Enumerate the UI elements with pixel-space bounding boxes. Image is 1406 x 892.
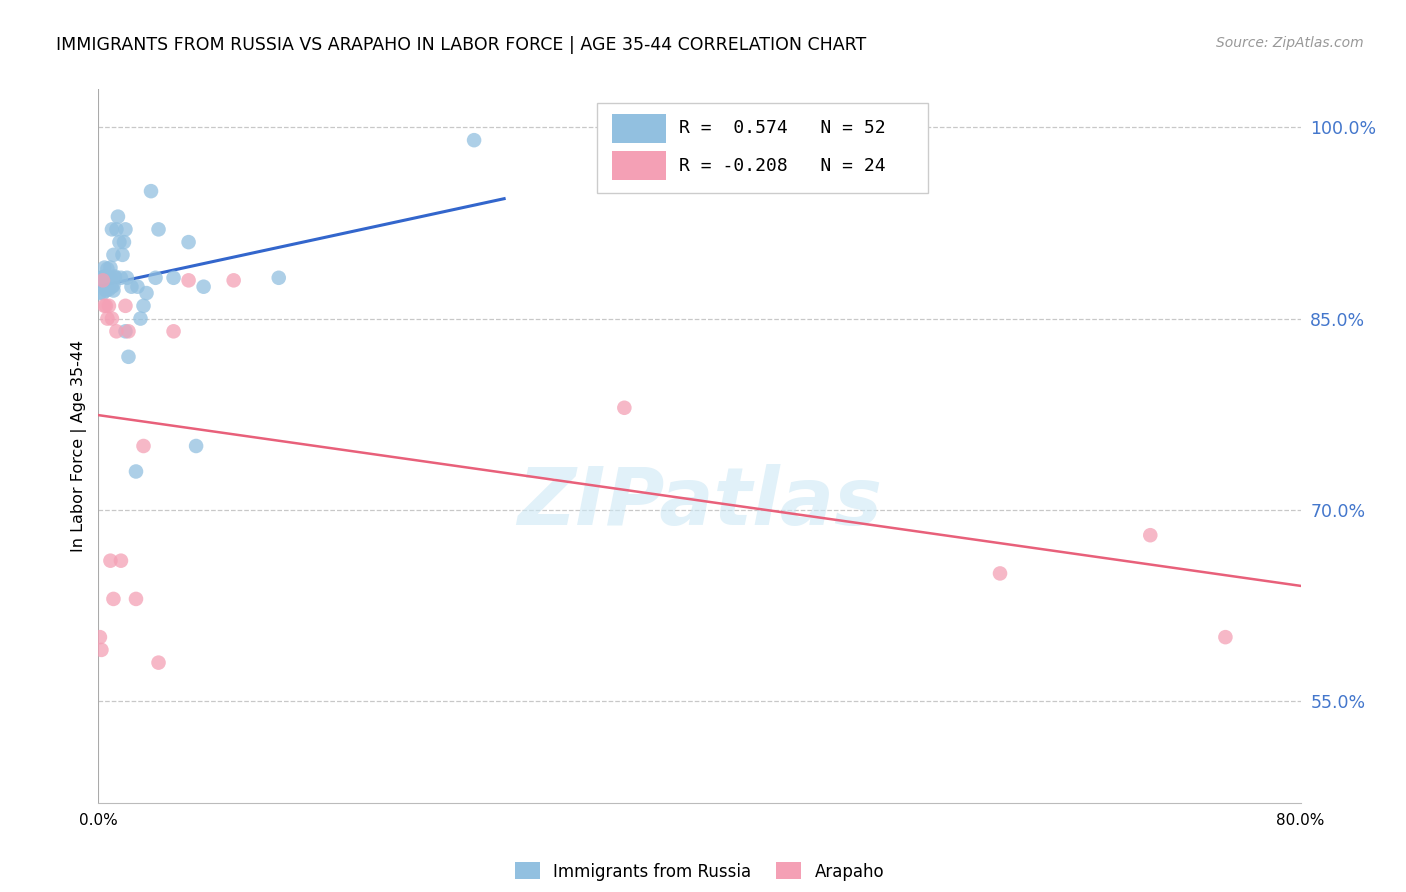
Point — [177, 235, 200, 249]
Text: ZIPatlas: ZIPatlas — [517, 464, 882, 542]
Point — [105, 324, 128, 338]
Point — [96, 272, 118, 286]
Point — [117, 324, 139, 338]
Text: R =  0.574   N = 52: R = 0.574 N = 52 — [679, 120, 886, 137]
Point — [103, 278, 125, 293]
Point — [127, 279, 149, 293]
FancyBboxPatch shape — [612, 114, 666, 143]
Point — [111, 248, 134, 262]
Point — [101, 222, 124, 236]
Point — [94, 269, 117, 284]
Point — [114, 324, 136, 338]
Point — [93, 270, 115, 285]
Point — [132, 439, 155, 453]
Point — [96, 311, 118, 326]
FancyBboxPatch shape — [612, 152, 666, 180]
Point — [148, 222, 170, 236]
Point — [222, 273, 245, 287]
Point — [105, 222, 128, 236]
Point — [177, 273, 200, 287]
FancyBboxPatch shape — [598, 103, 928, 193]
Point — [129, 311, 152, 326]
Point — [100, 554, 122, 568]
Point — [97, 282, 120, 296]
Point — [103, 591, 125, 606]
Point — [101, 279, 124, 293]
Point — [104, 269, 127, 284]
Point — [90, 273, 112, 287]
Legend: Immigrants from Russia, Arapaho: Immigrants from Russia, Arapaho — [508, 855, 891, 888]
Point — [115, 270, 138, 285]
Point — [121, 279, 143, 293]
Point — [89, 630, 111, 644]
Point — [100, 260, 122, 275]
Point — [112, 235, 135, 249]
Point — [93, 269, 115, 284]
Point — [267, 270, 290, 285]
Point — [91, 286, 114, 301]
Point — [100, 270, 122, 285]
Point — [1139, 528, 1161, 542]
Point — [988, 566, 1011, 581]
Point — [107, 210, 129, 224]
Point — [94, 279, 117, 293]
Point — [101, 311, 124, 326]
Point — [94, 284, 117, 298]
Point — [114, 299, 136, 313]
Point — [89, 286, 111, 301]
Point — [97, 299, 120, 313]
Text: Source: ZipAtlas.com: Source: ZipAtlas.com — [1216, 36, 1364, 50]
Point — [91, 273, 114, 287]
Point — [90, 643, 112, 657]
Point — [613, 401, 636, 415]
Y-axis label: In Labor Force | Age 35-44: In Labor Force | Age 35-44 — [72, 340, 87, 552]
Point — [93, 260, 115, 275]
Point — [148, 656, 170, 670]
Point — [90, 270, 112, 285]
Point — [125, 465, 148, 479]
Point — [96, 261, 118, 276]
Point — [108, 235, 131, 249]
Point — [125, 591, 148, 606]
Point — [94, 299, 117, 313]
Point — [184, 439, 207, 453]
Point — [145, 270, 167, 285]
Point — [117, 350, 139, 364]
Point — [114, 222, 136, 236]
Point — [110, 554, 132, 568]
Point — [91, 270, 114, 285]
Text: IMMIGRANTS FROM RUSSIA VS ARAPAHO IN LABOR FORCE | AGE 35-44 CORRELATION CHART: IMMIGRANTS FROM RUSSIA VS ARAPAHO IN LAB… — [56, 36, 866, 54]
Point — [139, 184, 162, 198]
Point — [135, 286, 157, 301]
Point — [96, 275, 118, 289]
Point — [162, 324, 184, 338]
Point — [93, 299, 115, 313]
Point — [132, 299, 155, 313]
Point — [110, 270, 132, 285]
Point — [104, 270, 127, 285]
Point — [97, 270, 120, 285]
Point — [162, 270, 184, 285]
Point — [103, 248, 125, 262]
Point — [103, 284, 125, 298]
Point — [193, 279, 215, 293]
Point — [94, 276, 117, 290]
Text: R = -0.208   N = 24: R = -0.208 N = 24 — [679, 157, 886, 175]
Point — [463, 133, 485, 147]
Point — [1215, 630, 1237, 644]
Point — [91, 272, 114, 286]
